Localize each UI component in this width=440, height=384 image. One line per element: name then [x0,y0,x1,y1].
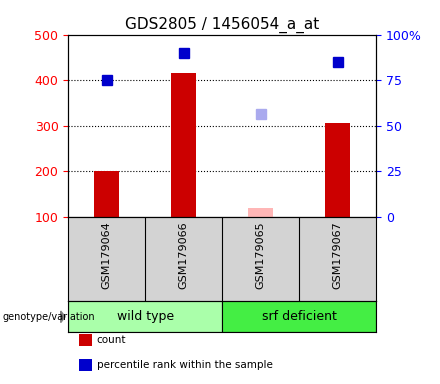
Bar [326,124,350,217]
Polygon shape [61,311,65,323]
Bar [95,171,119,217]
Text: GSM179067: GSM179067 [333,221,343,289]
Bar [249,208,273,217]
Text: srf deficient: srf deficient [262,310,337,323]
Text: percentile rank within the sample: percentile rank within the sample [97,360,273,370]
Text: GSM179064: GSM179064 [102,221,112,289]
Bar [172,73,196,217]
Title: GDS2805 / 1456054_a_at: GDS2805 / 1456054_a_at [125,17,319,33]
Text: count: count [97,335,126,345]
Bar [68,301,222,332]
Text: wild type: wild type [117,310,174,323]
Bar [222,301,376,332]
Text: GSM179065: GSM179065 [256,221,266,289]
Text: genotype/variation: genotype/variation [2,312,95,322]
Text: GSM179066: GSM179066 [179,221,189,289]
